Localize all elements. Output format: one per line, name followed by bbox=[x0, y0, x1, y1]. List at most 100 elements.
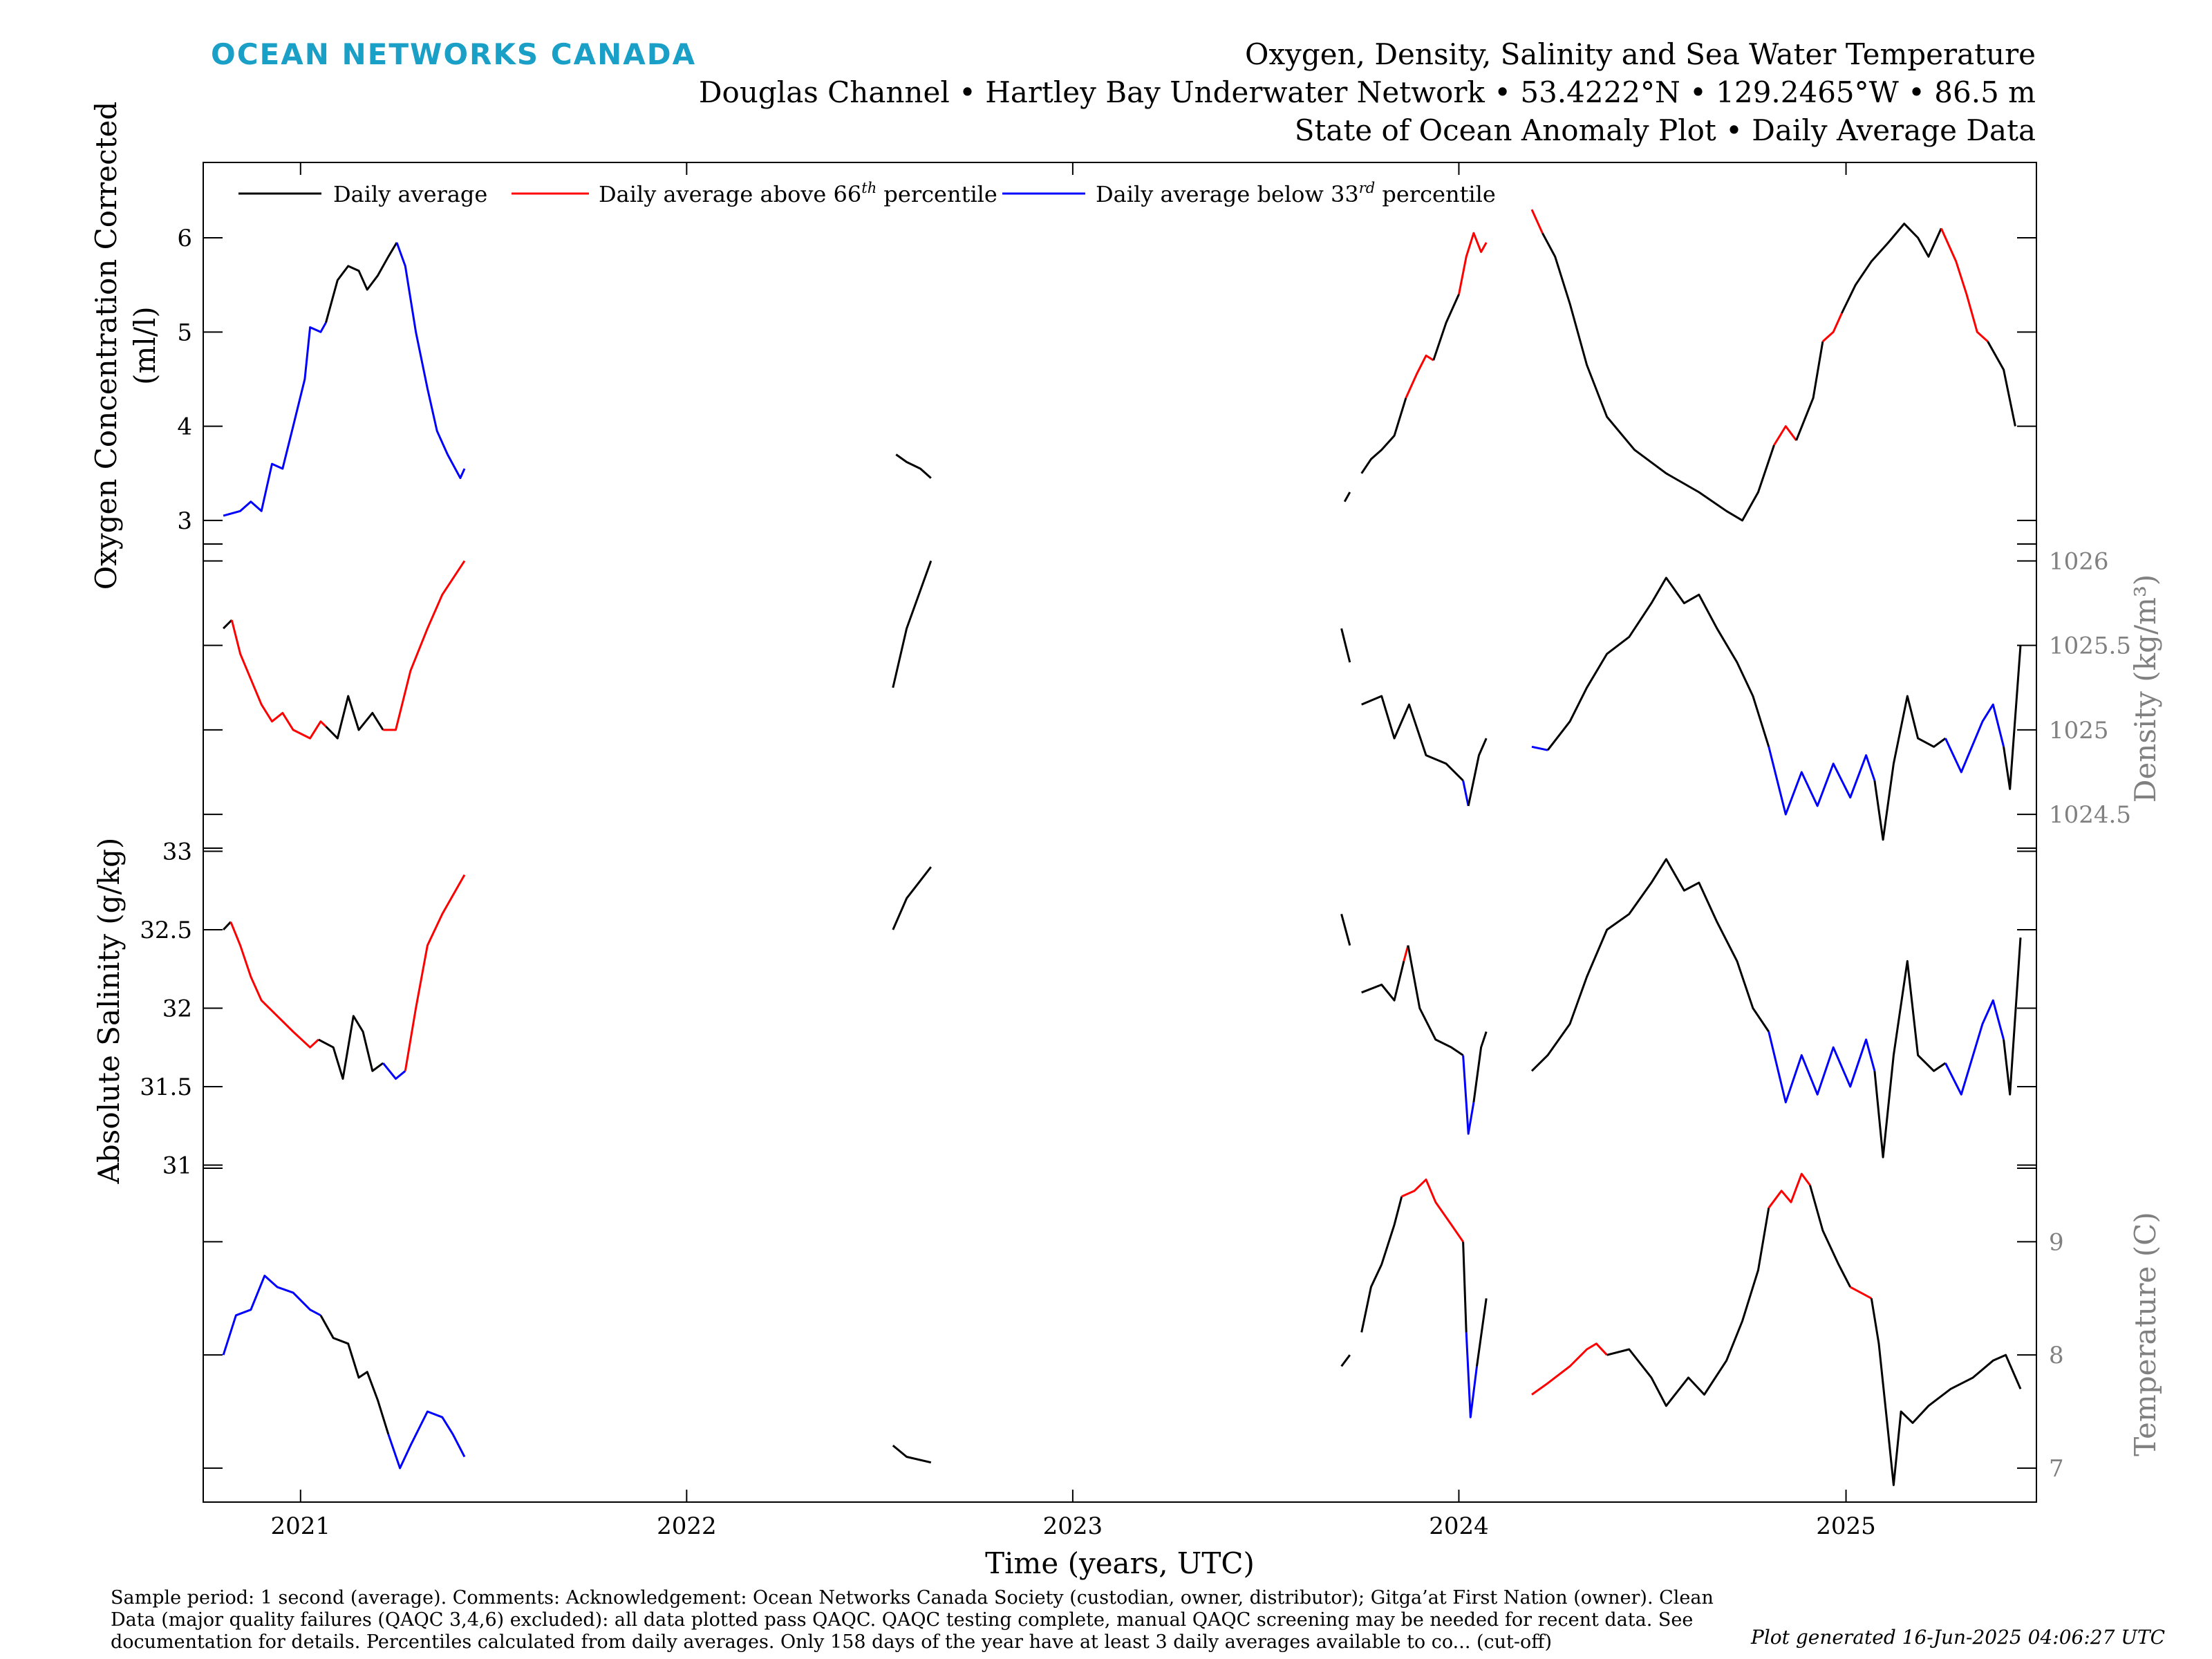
salinity-ytick-label: 33 bbox=[162, 838, 192, 866]
salinity-ytick-label: 31.5 bbox=[140, 1074, 192, 1101]
plot-generated-timestamp: Plot generated 16-Jun-2025 04:06:27 UTC bbox=[1750, 1626, 2165, 1649]
temperature-series-above-6 bbox=[1401, 1178, 1464, 1243]
temperature-series-above-14 bbox=[1849, 1286, 1873, 1300]
brand-logo-text: OCEAN NETWORKS CANADA bbox=[211, 37, 696, 71]
density-ytick-label: 1026 bbox=[2049, 547, 2109, 575]
density-series-normal-8 bbox=[1467, 738, 1488, 807]
temperature-series-normal-9 bbox=[1476, 1298, 1488, 1367]
salinity-series-normal-0 bbox=[223, 921, 232, 931]
oxygen-ytick-label: 3 bbox=[177, 507, 192, 535]
density-series-above-3 bbox=[383, 560, 466, 731]
x-tick-label-2024: 2024 bbox=[1429, 1512, 1489, 1540]
density-ytick-label: 1025 bbox=[2049, 717, 2109, 744]
oxygen-series-normal-12 bbox=[1795, 341, 1824, 441]
oxygen-axis-label-line2: (ml/l) bbox=[128, 306, 162, 385]
salinity-series-normal-7 bbox=[1361, 961, 1405, 1002]
footer-note-line2: Data (major quality failures (QAQC 3,4,6… bbox=[111, 1609, 1693, 1631]
oxygen-series-normal-1 bbox=[325, 242, 398, 324]
x-tick-label-2025: 2025 bbox=[1816, 1512, 1876, 1540]
salinity-series-normal-5 bbox=[892, 866, 932, 930]
salinity-series-above-8 bbox=[1403, 945, 1409, 962]
legend: Daily average Daily average above 66th p… bbox=[238, 180, 1496, 207]
density-series-normal-6 bbox=[1361, 695, 1464, 782]
footer-note-line1: Sample period: 1 second (average). Comme… bbox=[111, 1587, 1714, 1609]
legend-label-below: Daily average below 33rd percentile bbox=[1096, 180, 1496, 207]
legend-label-normal: Daily average bbox=[333, 181, 487, 207]
x-axis: 2021 2022 2023 2024 2025 bbox=[271, 162, 1876, 1540]
salinity-ytick-label: 32 bbox=[162, 995, 192, 1023]
panel-axes: 3 4 5 6 1024.5 1025 1025.5 1026 31 31.5 32 32.5 33 7 8… bbox=[140, 225, 2131, 1483]
density-series-normal-5 bbox=[1340, 628, 1351, 663]
density-series-normal-12 bbox=[1873, 695, 1947, 841]
oxygen-series-above-13 bbox=[1821, 312, 1843, 343]
legend-label-above: Daily average above 66th percentile bbox=[599, 180, 997, 207]
salinity-series-above-4 bbox=[404, 874, 466, 1071]
oxygen-series-normal-4 bbox=[1343, 491, 1351, 503]
temperature-series-below-0 bbox=[222, 1275, 321, 1356]
temperature-ytick-label: 9 bbox=[2049, 1228, 2064, 1256]
oxygen-ytick-label: 5 bbox=[177, 319, 192, 346]
salinity-axis-label: Absolute Salinity (g/kg) bbox=[92, 838, 126, 1185]
density-series-below-9 bbox=[1531, 745, 1548, 751]
temperature-ytick-label: 8 bbox=[2049, 1342, 2064, 1369]
density-series-normal-0 bbox=[223, 619, 233, 630]
chart-subtitle-type: State of Ocean Anomaly Plot • Daily Aver… bbox=[1295, 113, 2036, 147]
density-series-normal-2 bbox=[325, 695, 384, 740]
series-lines bbox=[222, 209, 2022, 1486]
salinity-series-normal-16 bbox=[2003, 937, 2022, 1096]
oxygen-series-below-2 bbox=[395, 242, 466, 480]
density-ytick-label: 1024.5 bbox=[2049, 801, 2131, 829]
x-tick-label-2023: 2023 bbox=[1043, 1512, 1103, 1540]
temperature-series-normal-1 bbox=[319, 1315, 390, 1435]
oxygen-series-normal-5 bbox=[1360, 397, 1407, 474]
salinity-series-below-3 bbox=[382, 1062, 406, 1080]
temperature-series-normal-3 bbox=[892, 1444, 932, 1464]
salinity-series-below-10 bbox=[1462, 1055, 1475, 1135]
density-series-above-1 bbox=[230, 619, 327, 740]
temperature-series-above-12 bbox=[1768, 1172, 1811, 1209]
density-series-normal-10 bbox=[1546, 577, 1770, 751]
oxygen-series-above-8 bbox=[1458, 232, 1488, 295]
density-ytick-label: 1025.5 bbox=[2049, 632, 2131, 660]
oxygen-series-normal-16 bbox=[1987, 341, 2016, 427]
salinity-series-normal-14 bbox=[1873, 959, 1947, 1159]
temperature-series-normal-4 bbox=[1340, 1354, 1351, 1367]
oxygen-series-normal-3 bbox=[895, 453, 932, 479]
salinity-series-above-1 bbox=[229, 921, 319, 1049]
density-series-below-7 bbox=[1462, 780, 1470, 807]
salinity-ytick-label: 32.5 bbox=[140, 917, 192, 944]
oxygen-ytick-label: 4 bbox=[177, 413, 192, 441]
chart-subtitle-location: Douglas Channel • Hartley Bay Underwater… bbox=[699, 75, 2036, 109]
temperature-ytick-label: 7 bbox=[2049, 1455, 2064, 1483]
oxygen-axis-label-line1: Oxygen Concentration Corrected bbox=[89, 102, 123, 590]
chart-title: Oxygen, Density, Salinity and Sea Water … bbox=[1245, 37, 2036, 71]
oxygen-series-above-15 bbox=[1940, 227, 1989, 343]
footer-note-line3: documentation for details. Percentiles c… bbox=[111, 1631, 1552, 1653]
oxygen-series-normal-10 bbox=[1541, 232, 1775, 522]
temperature-series-normal-13 bbox=[1809, 1185, 1852, 1288]
temperature-series-normal-7 bbox=[1462, 1241, 1468, 1333]
temperature-axis-label: Temperature (C) bbox=[2128, 1212, 2162, 1456]
salinity-series-normal-9 bbox=[1407, 945, 1464, 1056]
temperature-series-above-10 bbox=[1531, 1342, 1608, 1396]
oxygen-series-normal-7 bbox=[1432, 294, 1460, 361]
salinity-series-normal-12 bbox=[1530, 858, 1770, 1072]
temperature-series-below-2 bbox=[387, 1410, 466, 1470]
x-tick-label-2021: 2021 bbox=[271, 1512, 331, 1540]
salinity-series-normal-11 bbox=[1472, 1031, 1488, 1103]
temperature-series-below-8 bbox=[1465, 1332, 1478, 1418]
oxygen-ytick-label: 6 bbox=[177, 225, 192, 252]
x-axis-label: Time (years, UTC) bbox=[985, 1546, 1255, 1580]
salinity-series-below-13 bbox=[1768, 1031, 1876, 1104]
x-tick-label-2022: 2022 bbox=[657, 1512, 717, 1540]
oxygen-series-above-9 bbox=[1530, 209, 1544, 234]
plot-frame bbox=[203, 162, 2037, 1503]
density-axis-label: Density (kg/m³) bbox=[2128, 574, 2162, 803]
oxygen-series-normal-14 bbox=[1841, 223, 1942, 314]
density-series-below-11 bbox=[1768, 746, 1876, 816]
salinity-series-normal-6 bbox=[1340, 913, 1351, 946]
temperature-series-normal-11 bbox=[1606, 1208, 1770, 1407]
temperature-series-normal-15 bbox=[1870, 1298, 2022, 1486]
salinity-series-normal-2 bbox=[318, 1015, 384, 1080]
